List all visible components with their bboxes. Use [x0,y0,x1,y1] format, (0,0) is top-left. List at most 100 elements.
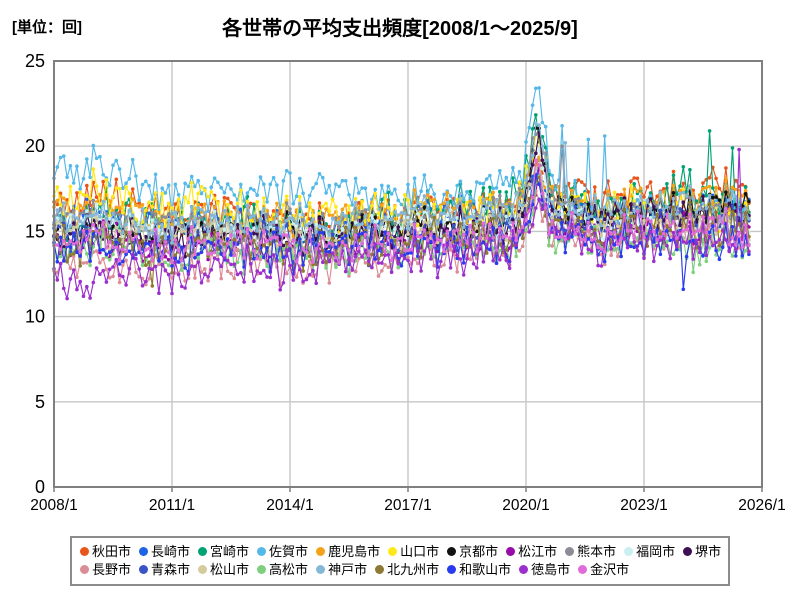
data-point-marker [262,268,266,273]
data-point-marker [199,191,204,196]
data-point-marker [461,261,466,265]
data-point-marker [58,235,63,240]
data-point-marker [101,257,105,261]
data-point-marker [452,201,456,206]
data-point-marker [343,203,348,207]
data-point-marker [632,202,636,206]
data-point-marker [252,256,256,261]
data-point-marker [166,235,171,239]
data-point-marker [294,243,299,248]
data-point-marker [163,254,168,259]
data-point-marker [540,144,545,148]
data-point-marker [406,255,410,260]
data-point-marker [599,207,604,212]
data-point-marker [730,146,735,150]
data-point-marker [648,180,653,184]
data-point-marker [107,224,112,228]
data-point-marker [419,235,423,239]
data-point-marker [98,248,102,252]
data-point-marker [389,212,394,216]
data-point-marker [468,257,473,262]
data-point-marker [350,221,355,225]
data-point-marker [743,188,748,193]
data-point-marker [160,186,164,190]
data-point-marker [609,212,613,216]
data-point-marker [602,224,607,228]
data-point-marker [540,207,545,211]
data-point-marker [422,215,427,219]
legend-item: 高松市 [257,561,308,578]
chart-legend: 秋田市 長崎市 宮崎市 佐賀市 鹿児島市 山口市 京都市 松江市 熊本市 福岡市 堺市 長野市 青森市松… [70,536,730,586]
data-point-marker [481,260,486,264]
data-point-marker [383,249,387,254]
data-point-marker [298,176,302,181]
data-point-marker [147,232,151,237]
data-point-marker [147,246,151,251]
data-point-marker [481,181,486,186]
data-point-marker [170,271,174,275]
data-point-marker [455,204,460,208]
data-point-marker [602,190,607,195]
data-point-marker [625,245,630,250]
data-point-marker [484,177,489,181]
data-point-marker [642,195,646,199]
data-point-marker [334,245,338,250]
data-point-marker [321,225,325,229]
data-point-marker [58,207,63,212]
data-point-marker [435,204,440,209]
data-point-marker [448,194,453,198]
data-point-marker [550,208,554,212]
data-point-marker [632,214,636,218]
data-point-marker [570,201,574,206]
data-point-marker [720,245,725,250]
data-point-marker [291,238,296,243]
data-point-marker [429,244,433,248]
data-point-marker [88,211,92,216]
data-point-marker [619,236,623,241]
data-point-marker [642,201,646,205]
data-point-marker [612,248,617,252]
data-point-marker [488,185,492,190]
data-point-marker [507,236,512,240]
data-point-marker [520,236,525,241]
data-point-marker [173,210,178,214]
data-point-marker [658,218,663,223]
legend-row: 秋田市 長崎市 宮崎市 佐賀市 鹿児島市 山口市 京都市 松江市 熊本市 福岡市 堺市 [80,543,721,560]
data-point-marker [170,219,174,223]
data-point-marker [609,196,613,201]
data-point-marker [563,214,568,218]
data-point-marker [399,236,404,240]
data-point-marker [737,222,741,226]
data-point-marker [570,235,574,239]
data-point-marker [711,243,715,248]
legend-item: 神戸市 [316,561,367,578]
data-point-marker [491,259,496,263]
data-point-marker [701,254,705,258]
data-point-marker [589,249,594,253]
data-point-marker [616,224,620,229]
data-point-marker [363,256,368,261]
data-point-marker [98,220,102,224]
data-point-marker [697,250,702,255]
data-point-marker [353,220,358,224]
data-point-marker [134,252,138,257]
data-point-marker [121,186,125,190]
data-point-marker [134,256,138,261]
data-point-marker [527,163,532,168]
data-point-marker [209,202,214,206]
data-point-marker [501,235,505,239]
data-point-marker [235,204,240,209]
data-point-marker [475,212,479,216]
data-point-marker [363,213,368,218]
data-point-marker [501,226,505,231]
data-point-marker [517,169,522,174]
data-point-marker [416,212,420,216]
data-point-marker [455,183,460,188]
data-point-marker [321,204,325,209]
data-point-marker [691,232,695,236]
data-point-marker [85,183,89,188]
data-point-marker [432,192,437,196]
data-point-marker [724,166,728,170]
data-point-marker [599,241,604,245]
data-point-marker [383,253,387,257]
